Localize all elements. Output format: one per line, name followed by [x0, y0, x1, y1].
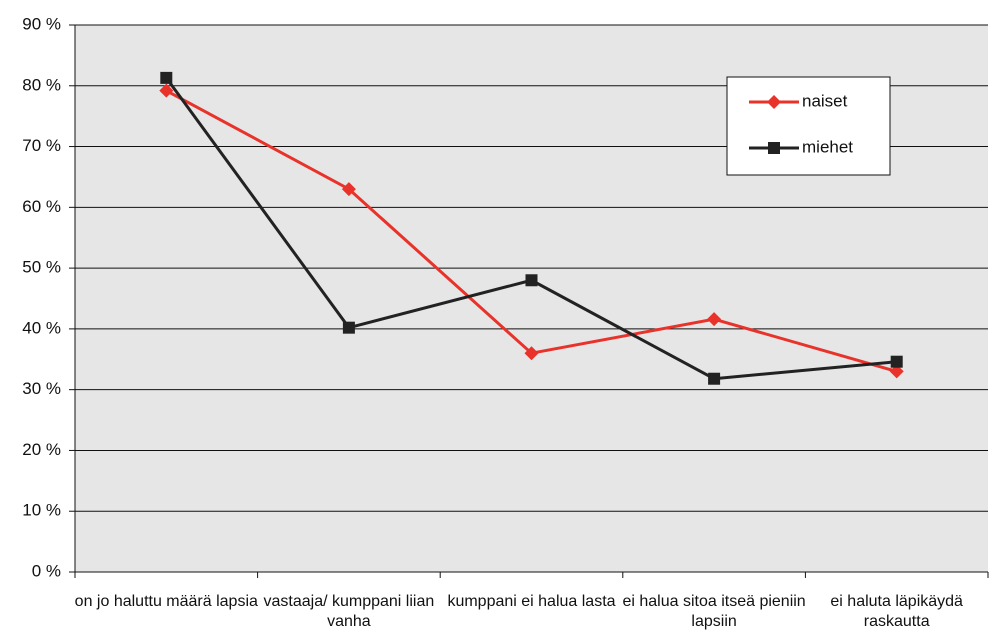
legend-marker: [768, 142, 780, 154]
y-tick-label: 60 %: [22, 197, 61, 216]
y-tick-label: 80 %: [22, 75, 61, 94]
legend-box: [726, 76, 891, 176]
y-tick-label: 20 %: [22, 440, 61, 459]
data-point: [160, 71, 173, 84]
x-tick-label: ei haluta läpikäydä raskautta: [830, 593, 963, 630]
legend-label: naiset: [802, 91, 848, 110]
data-point: [525, 274, 538, 287]
x-tick-label: kumppani ei halua lasta: [447, 593, 616, 610]
legend-label: miehet: [802, 137, 853, 156]
data-point: [159, 83, 174, 98]
y-tick-label: 90 %: [22, 14, 61, 33]
data-point: [707, 312, 722, 327]
data-point: [342, 321, 355, 334]
y-tick-label: 10 %: [22, 501, 61, 520]
y-tick-label: 0 %: [32, 561, 61, 580]
x-tick-label: vastaaja/ kumppani liian vanha: [263, 593, 435, 630]
data-point: [524, 346, 539, 361]
y-tick-label: 30 %: [22, 379, 61, 398]
legend-marker: [767, 95, 781, 109]
data-point: [341, 182, 356, 197]
y-tick-label: 40 %: [22, 318, 61, 337]
x-tick-label: on jo haluttu määrä lapsia: [74, 593, 258, 610]
y-tick-label: 70 %: [22, 136, 61, 155]
data-point: [708, 372, 721, 385]
data-point: [889, 364, 904, 379]
y-tick-label: 50 %: [22, 258, 61, 277]
x-tick-label: ei halua sitoa itseä pieniin lapsiin: [622, 593, 806, 630]
data-point: [890, 355, 903, 368]
